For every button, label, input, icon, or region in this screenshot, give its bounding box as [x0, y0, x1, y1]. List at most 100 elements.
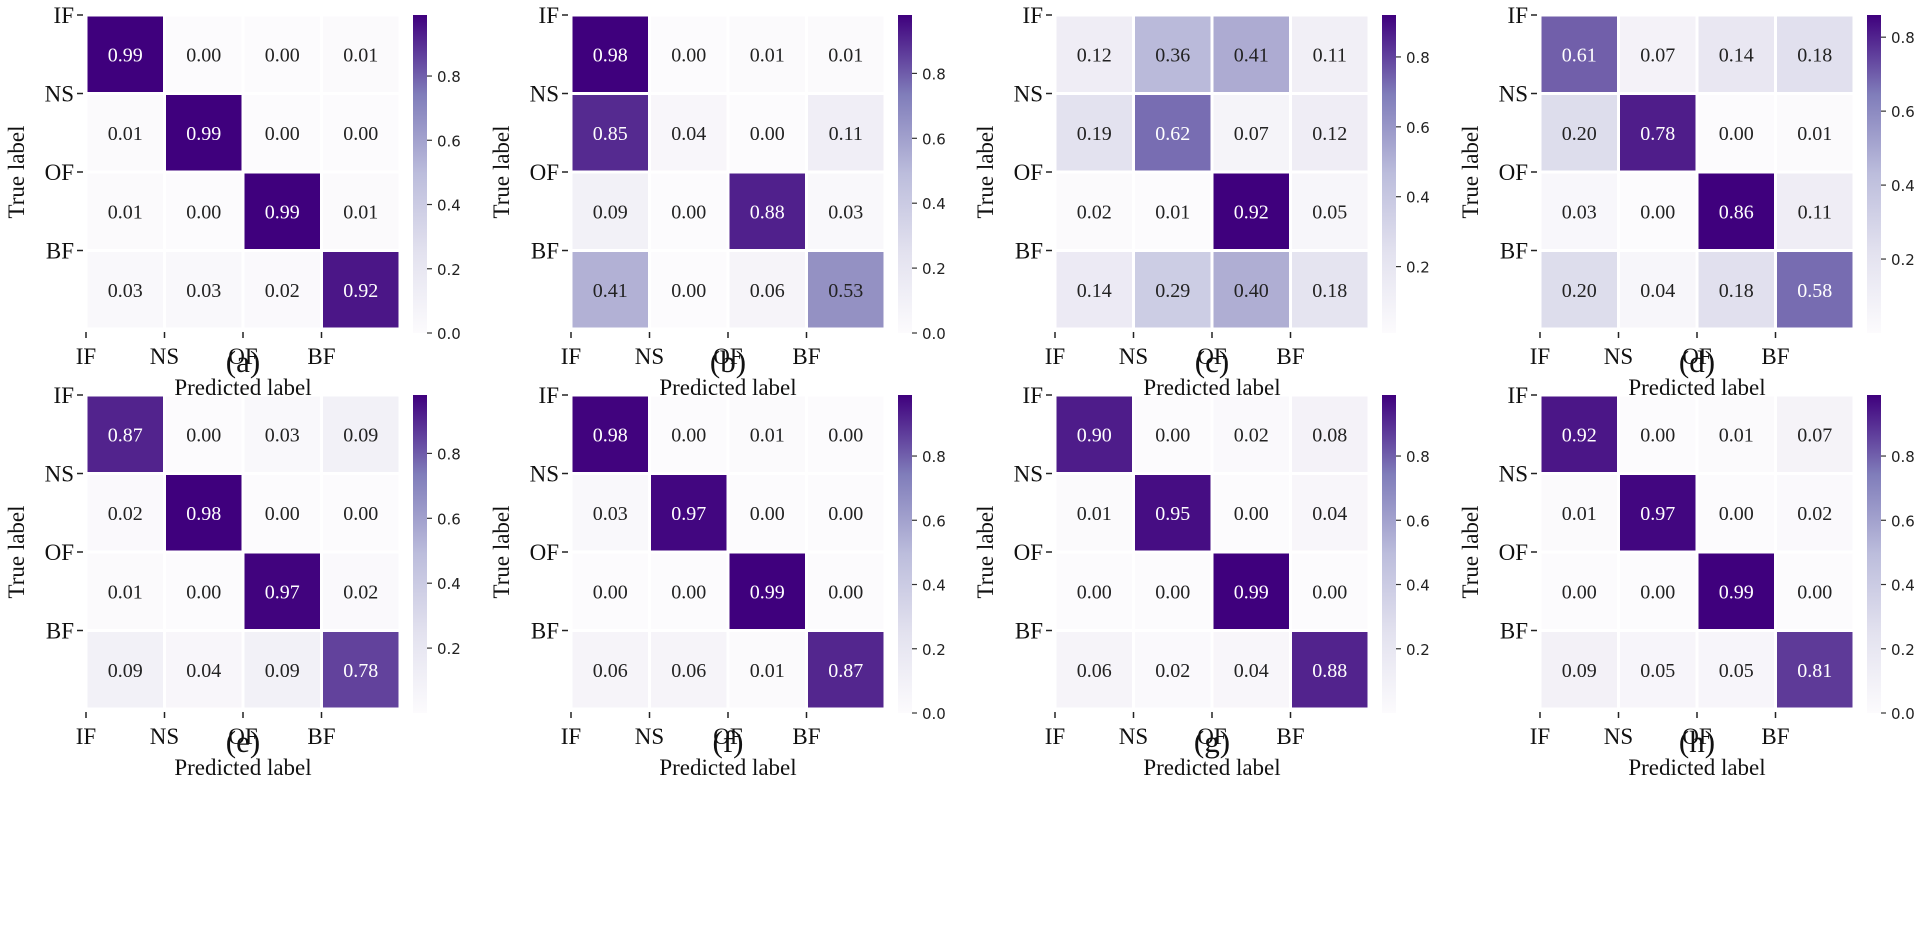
cell-value-label: 0.00 [186, 581, 221, 603]
panel-label: (c) [1195, 344, 1229, 379]
cell-value-label: 0.14 [1077, 280, 1112, 302]
cell-value-label: 0.00 [1640, 581, 1675, 603]
cell-value-label: 0.18 [1312, 280, 1347, 302]
heatmap-cell [1777, 396, 1853, 472]
heatmap-cell [166, 396, 242, 472]
cell-value-label: 0.04 [1312, 503, 1347, 525]
heatmap-cell [1292, 475, 1368, 551]
cell-value-label: 0.09 [265, 660, 300, 682]
colorbar-tick-label: 0.6 [437, 132, 461, 150]
cell-value-label: 0.98 [593, 44, 628, 66]
y-tick-label: OF [1499, 160, 1528, 185]
heatmap-cell [1213, 632, 1289, 708]
x-axis-label: Predicted label [1143, 755, 1280, 780]
x-axis-label: Predicted label [659, 375, 796, 400]
heatmap-cell [1292, 553, 1368, 629]
y-tick-label: BF [46, 619, 74, 644]
cell-value-label: 0.03 [265, 424, 300, 446]
colorbar-tick-label: 0.8 [1891, 29, 1915, 47]
heatmap-cell [1777, 252, 1853, 328]
heatmap-cell [1213, 252, 1289, 328]
cell-value-label: 0.00 [1719, 503, 1754, 525]
cell-value-label: 0.01 [750, 424, 785, 446]
heatmap-cell [1056, 252, 1132, 328]
cell-value-label: 0.09 [593, 201, 628, 223]
heatmap-cell [729, 632, 805, 708]
cell-value-label: 0.40 [1234, 280, 1269, 302]
cell-value-label: 0.85 [593, 123, 628, 145]
cell-value-label: 0.00 [750, 123, 785, 145]
y-tick-label: OF [530, 540, 559, 565]
cell-value-label: 0.87 [108, 424, 143, 446]
heatmap-cell [808, 95, 884, 171]
heatmap-cell [1541, 95, 1617, 171]
heatmap-cell [166, 475, 242, 551]
heatmap-panel-0: 0.99 0.00 0.00 0.010.01 0.99 0.00 0.000.01 0.00… [4, 3, 461, 400]
cell-value-label: 0.00 [828, 424, 863, 446]
colorbar-tick-label: 0.2 [437, 640, 461, 658]
heatmap-cell [572, 95, 648, 171]
cell-value-label: 0.00 [1797, 581, 1832, 603]
heatmap-cell [808, 632, 884, 708]
x-tick-label: OF [1682, 344, 1711, 369]
y-axis-label: True label [4, 505, 29, 598]
cell-value-label: 0.00 [186, 424, 221, 446]
y-tick-label: NS [1014, 82, 1043, 107]
cell-value-label: 0.98 [186, 503, 221, 525]
heatmap-cell [1777, 173, 1853, 249]
heatmap-panel-6: 0.90 0.00 0.02 0.08 0.01 0.95 0.00 0.04 0.00 0.00… [973, 383, 1430, 780]
x-tick-label: BF [1276, 724, 1304, 749]
panel-label: (g) [1194, 724, 1230, 759]
x-axis-label: Predicted label [1628, 375, 1765, 400]
y-tick-label: NS [1499, 462, 1528, 487]
y-tick-label: OF [530, 160, 559, 185]
cell-value-label: 0.00 [750, 503, 785, 525]
y-tick-label: IF [539, 3, 559, 28]
colorbar-tick-label: 0.4 [437, 197, 461, 215]
y-axis-label: True label [489, 125, 514, 218]
heatmap-cell [244, 553, 320, 629]
cell-value-label: 0.01 [1155, 201, 1190, 223]
heatmap-cell [1292, 95, 1368, 171]
x-tick-label: IF [561, 724, 581, 749]
cell-value-label: 0.00 [343, 503, 378, 525]
cell-value-label: 0.99 [265, 201, 300, 223]
cell-value-label: 0.36 [1155, 44, 1190, 66]
cell-value-label: 0.02 [343, 581, 378, 603]
x-tick-label: OF [713, 724, 742, 749]
x-tick-label: BF [1276, 344, 1304, 369]
heatmap-panel-4: 0.87 0.00 0.03 0.09 0.02 0.98 0.00 0.00 0.01 0.00… [4, 383, 461, 780]
panel-label: (e) [226, 724, 260, 759]
cell-value-label: 0.00 [1562, 581, 1597, 603]
heatmap-cell [1698, 396, 1774, 472]
colorbar-tick-label: 0.4 [1891, 577, 1915, 595]
colorbar-tick-label: 0.0 [437, 325, 461, 343]
heatmap-panel-7: 0.92 0.00 0.01 0.070.01 0.97 0.00 0.020.00 0.00… [1458, 383, 1915, 780]
cell-value-label: 0.01 [343, 44, 378, 66]
cell-value-label: 0.00 [1719, 123, 1754, 145]
colorbar-tick-label: 0.8 [437, 445, 461, 463]
heatmap-cell [244, 252, 320, 328]
panel-label: (b) [710, 344, 746, 379]
y-tick-label: IF [54, 3, 74, 28]
cell-value-label: 0.04 [1234, 660, 1269, 682]
colorbar-tick-label: 0.2 [922, 641, 946, 659]
cell-value-label: 0.58 [1797, 280, 1832, 302]
cell-value-label: 0.02 [1234, 424, 1269, 446]
cell-value-label: 0.00 [828, 581, 863, 603]
heatmap-panel-2: 0.12 0.36 0.41 0.11 0.19 0.62 0.07 0.12 0.02 0.01… [973, 3, 1430, 400]
heatmap-cell [87, 396, 163, 472]
x-tick-label: IF [1530, 724, 1550, 749]
cell-value-label: 0.04 [1640, 280, 1675, 302]
colorbar-tick-label: 0.8 [437, 68, 461, 86]
x-axis-label: Predicted label [174, 375, 311, 400]
cell-value-label: 0.00 [1155, 424, 1190, 446]
cell-value-label: 0.12 [1312, 123, 1347, 145]
heatmap-cell [1135, 95, 1211, 171]
x-axis-label: Predicted label [174, 755, 311, 780]
cell-value-label: 0.00 [671, 424, 706, 446]
heatmap-cell [1135, 396, 1211, 472]
cell-value-label: 0.41 [593, 280, 628, 302]
y-tick-label: IF [54, 383, 74, 408]
